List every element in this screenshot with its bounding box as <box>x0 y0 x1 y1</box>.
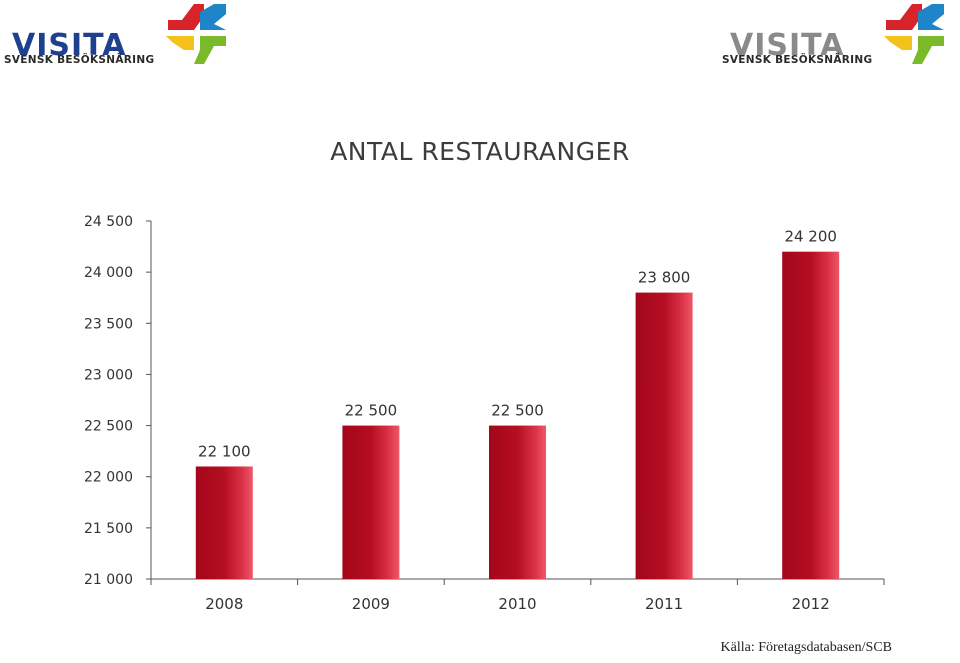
logo-subtitle: SVENSK BESÖKSNÄRING <box>722 54 873 66</box>
y-tick-label: 24 000 <box>84 265 133 281</box>
data-label: 23 800 <box>638 269 691 287</box>
y-tick-label: 23 500 <box>84 316 133 332</box>
bar-2009 <box>342 425 400 579</box>
y-tick-label: 21 500 <box>84 521 133 537</box>
visita-logo: VISITA SVENSK BESÖKSNÄRING <box>722 2 960 68</box>
visita-mark-icon <box>166 4 226 64</box>
data-label: 22 500 <box>491 402 544 420</box>
y-tick-label: 24 500 <box>84 214 133 230</box>
x-tick-label: 2011 <box>645 595 683 613</box>
data-label: 22 100 <box>198 442 251 460</box>
y-tick-label: 22 000 <box>84 470 133 486</box>
x-tick-label: 2009 <box>352 595 390 613</box>
bar-2008 <box>195 466 253 579</box>
bar-2012 <box>782 251 840 579</box>
y-tick-label: 22 500 <box>84 419 133 435</box>
bar-2010 <box>489 425 546 579</box>
logo-wordmark: VISITA <box>730 28 845 63</box>
logo-wordmark: VISITA <box>12 28 127 63</box>
x-tick-label: 2012 <box>792 595 830 613</box>
data-label: 22 500 <box>345 402 398 420</box>
visita-mark-icon <box>884 4 944 64</box>
y-tick-label: 21 000 <box>84 572 133 588</box>
data-label: 24 200 <box>784 228 837 246</box>
x-tick-label: 2010 <box>498 595 536 613</box>
visita-logo: VISITA SVENSK BESÖKSNÄRING <box>4 2 244 68</box>
bar-2011 <box>635 292 693 579</box>
y-tick-label: 23 000 <box>84 367 133 383</box>
source-note: Källa: Företagsdatabasen/SCB <box>720 640 892 655</box>
x-tick-label: 2008 <box>205 595 243 613</box>
chart-title: ANTAL RESTAURANGER <box>330 137 630 166</box>
logo-subtitle: SVENSK BESÖKSNÄRING <box>4 54 155 66</box>
